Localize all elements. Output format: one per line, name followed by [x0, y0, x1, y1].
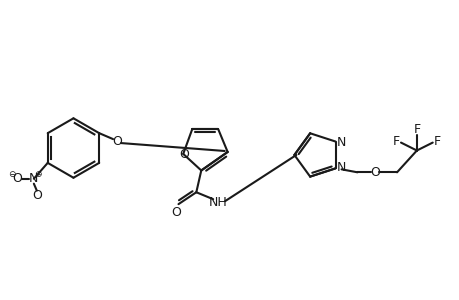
Text: N: N	[29, 172, 39, 185]
Text: O: O	[32, 189, 42, 202]
Text: N: N	[336, 136, 346, 149]
Text: ⊖: ⊖	[8, 170, 16, 179]
Text: O: O	[179, 148, 189, 161]
Text: O: O	[369, 166, 379, 179]
Text: ⊕: ⊕	[34, 170, 42, 179]
Text: O: O	[12, 172, 22, 185]
Text: NH: NH	[208, 196, 227, 209]
Text: F: F	[433, 135, 440, 148]
Text: O: O	[171, 206, 181, 219]
Text: N: N	[336, 161, 346, 174]
Text: F: F	[392, 135, 399, 148]
Text: F: F	[412, 123, 420, 136]
Text: O: O	[112, 135, 122, 148]
